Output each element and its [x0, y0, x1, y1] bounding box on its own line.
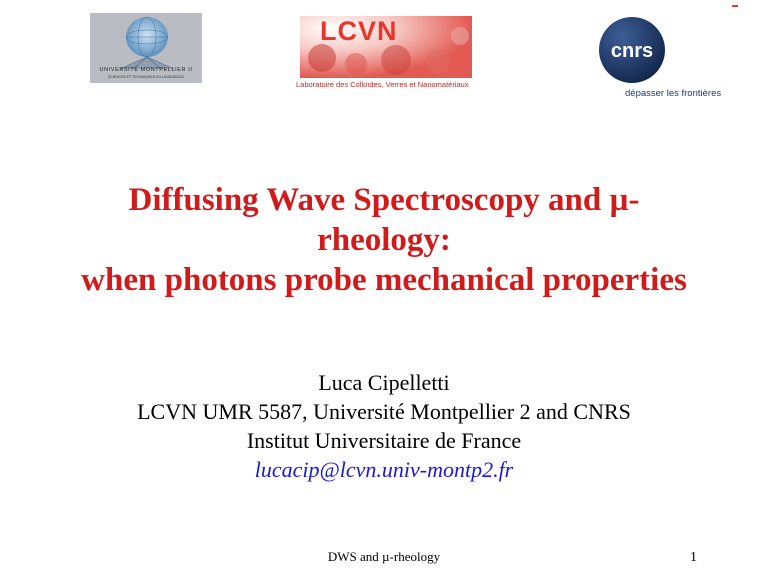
author-name: Luca Cipelletti — [318, 370, 450, 395]
cnrs-logo-text: cnrs — [611, 40, 653, 62]
cnrs-logo-graphic: cnrs — [599, 17, 665, 83]
author-email-link[interactable]: lucacip@lcvn.univ-montp2.fr — [254, 457, 514, 482]
um-logo-subtitle: SCIENCES ET TECHNIQUES DU LANGUEDOC — [107, 75, 185, 79]
corner-mark — [732, 5, 738, 7]
title-line-3: when photons probe mechanical properties — [81, 262, 687, 298]
cnrs-logo: cnrs dépasser les frontières — [598, 14, 730, 104]
author-block: Luca Cipelletti LCVN UMR 5587, Universit… — [0, 368, 768, 484]
slide-title: Diffusing Wave Spectroscopy and µ- rheol… — [0, 180, 768, 300]
lcvn-logo-graphic — [300, 16, 472, 78]
cnrs-logo-subtitle: dépasser les frontières — [625, 88, 722, 99]
universite-montpellier-logo: UNIVERSITÉ MONTPELLIER II SCIENCES ET TE… — [90, 13, 202, 83]
page-number: 1 — [690, 550, 697, 565]
lcvn-logo: LCVN Laboratoire des Colloïdes, Verres e… — [296, 14, 476, 94]
author-affiliation: LCVN UMR 5587, Université Montpellier 2 … — [137, 399, 631, 424]
title-line-2: rheology: — [317, 222, 451, 258]
title-line-1: Diffusing Wave Spectroscopy and µ- — [128, 182, 640, 218]
lcvn-logo-text: LCVN — [320, 16, 398, 46]
author-institute: Institut Universitaire de France — [246, 428, 522, 453]
lcvn-logo-subtitle: Laboratoire des Colloïdes, Verres et Nan… — [296, 80, 469, 89]
globe-icon — [119, 16, 175, 70]
footer-text: DWS and µ-rheology — [327, 549, 441, 564]
um-logo-name: UNIVERSITÉ MONTPELLIER II — [99, 67, 193, 73]
